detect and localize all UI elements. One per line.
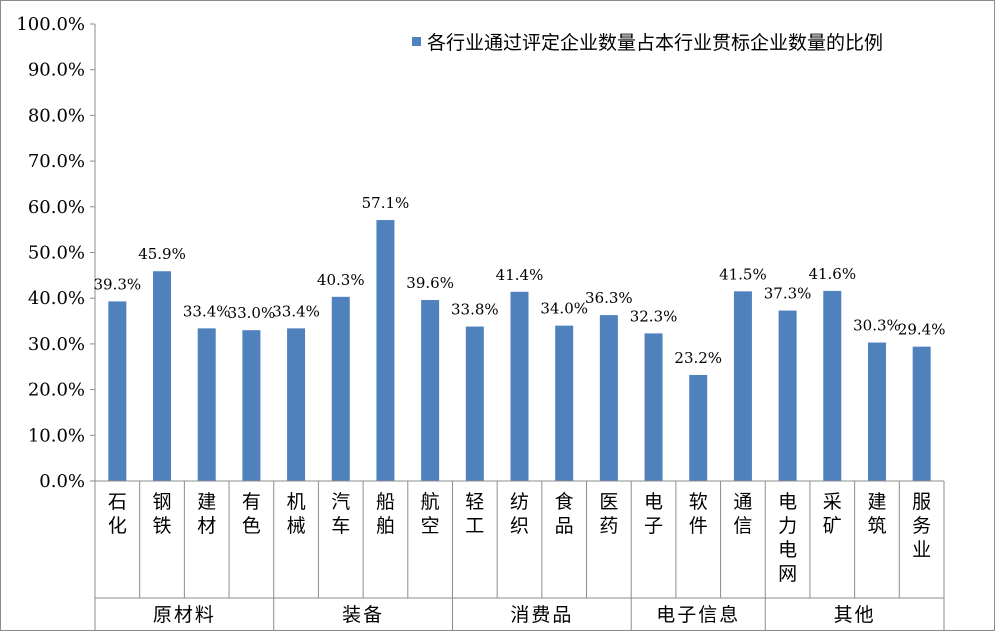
x-category-label: 建筑 <box>867 491 886 537</box>
x-category-label: 机械 <box>287 491 306 537</box>
data-label: 41.4% <box>496 266 544 284</box>
x-category-label: 轻工 <box>465 491 484 537</box>
bar <box>331 296 350 481</box>
bar <box>823 290 842 481</box>
y-tick-label: 60.0% <box>28 197 85 218</box>
data-label: 39.3% <box>94 275 142 293</box>
x-category-label: 钢铁 <box>153 491 172 537</box>
bar <box>867 342 886 481</box>
y-tick-label: 0.0% <box>39 471 85 492</box>
data-label: 32.3% <box>630 307 678 325</box>
data-label: 40.3% <box>317 271 365 289</box>
bar <box>689 374 708 481</box>
x-category-label: 电子 <box>644 491 663 537</box>
legend-swatch <box>412 37 421 46</box>
data-labels: 39.3% 45.9% 33.4%33.0%33.4% 40.3% 57.1% 39.6%… <box>94 194 946 367</box>
y-tick-label: 40.0% <box>28 288 85 309</box>
x-category-label: 建材 <box>197 491 216 537</box>
bar <box>197 328 216 481</box>
x-category-label: 石化 <box>108 491 127 537</box>
y-tick-label: 80.0% <box>28 105 85 126</box>
x-group-label: 电子信息 <box>656 604 740 626</box>
x-category-label: 纺织 <box>510 491 529 537</box>
bar <box>242 330 261 481</box>
data-label: 37.3% <box>764 285 812 303</box>
x-category-label: 通信 <box>733 491 752 537</box>
x-group-label: 装备 <box>342 604 384 626</box>
x-group-label: 其他 <box>834 604 876 626</box>
bar <box>510 291 529 481</box>
data-label: 33.4% <box>183 302 231 320</box>
x-category-label: 船舶 <box>376 491 395 537</box>
bar <box>287 328 306 481</box>
y-tick-label: 10.0% <box>28 425 85 446</box>
data-label: 36.3% <box>585 289 633 307</box>
y-axis: 0.0% 10.0% 20.0% 30.0% 40.0% 50.0% 60.0% 70.0% 8… <box>16 14 96 492</box>
data-label: 33.4% <box>272 302 320 320</box>
bar <box>733 291 752 481</box>
bar <box>421 300 440 481</box>
bar <box>599 315 618 481</box>
x-category-label: 医药 <box>599 491 618 537</box>
x-category-label: 采矿 <box>823 491 842 537</box>
bar <box>778 310 797 481</box>
data-label: 41.5% <box>719 265 767 283</box>
data-label: 39.6% <box>406 274 454 292</box>
bar <box>108 301 127 481</box>
x-category-label: 航空 <box>421 491 440 537</box>
data-label: 23.2% <box>674 349 722 367</box>
y-tick-label: 90.0% <box>28 60 85 81</box>
data-label: 30.3% <box>853 317 901 335</box>
x-category-label: 电力电网 <box>778 491 797 585</box>
data-label: 29.4% <box>898 321 946 339</box>
x-group-label: 原材料 <box>153 604 216 626</box>
bar <box>376 220 395 482</box>
bar <box>644 333 663 481</box>
bar <box>912 346 931 481</box>
x-category-label: 食品 <box>555 491 574 537</box>
data-label: 57.1% <box>362 194 410 212</box>
bars <box>108 220 931 482</box>
bar <box>153 271 172 481</box>
bar <box>555 325 574 481</box>
x-category-label: 有色 <box>242 491 261 537</box>
data-label: 33.8% <box>451 301 499 319</box>
y-tick-label: 20.0% <box>28 380 85 401</box>
y-tick-label: 70.0% <box>28 151 85 172</box>
data-label: 33.0% <box>228 304 276 322</box>
legend-label: 各行业通过评定企业数量占本行业贯标企业数量的比例 <box>427 32 883 54</box>
bar <box>465 326 484 481</box>
data-label: 45.9% <box>138 245 186 263</box>
legend: 各行业通过评定企业数量占本行业贯标企业数量的比例 <box>412 32 883 54</box>
data-label: 34.0% <box>540 300 588 318</box>
x-category-label: 汽车 <box>331 491 350 537</box>
x-category-label: 软件 <box>689 491 708 537</box>
y-tick-label: 50.0% <box>28 243 85 264</box>
y-tick-label: 30.0% <box>28 334 85 355</box>
x-category-label: 服务业 <box>912 491 931 561</box>
x-group-label: 消费品 <box>510 604 573 626</box>
data-label: 41.6% <box>808 265 856 283</box>
y-tick-label: 100.0% <box>16 14 85 35</box>
